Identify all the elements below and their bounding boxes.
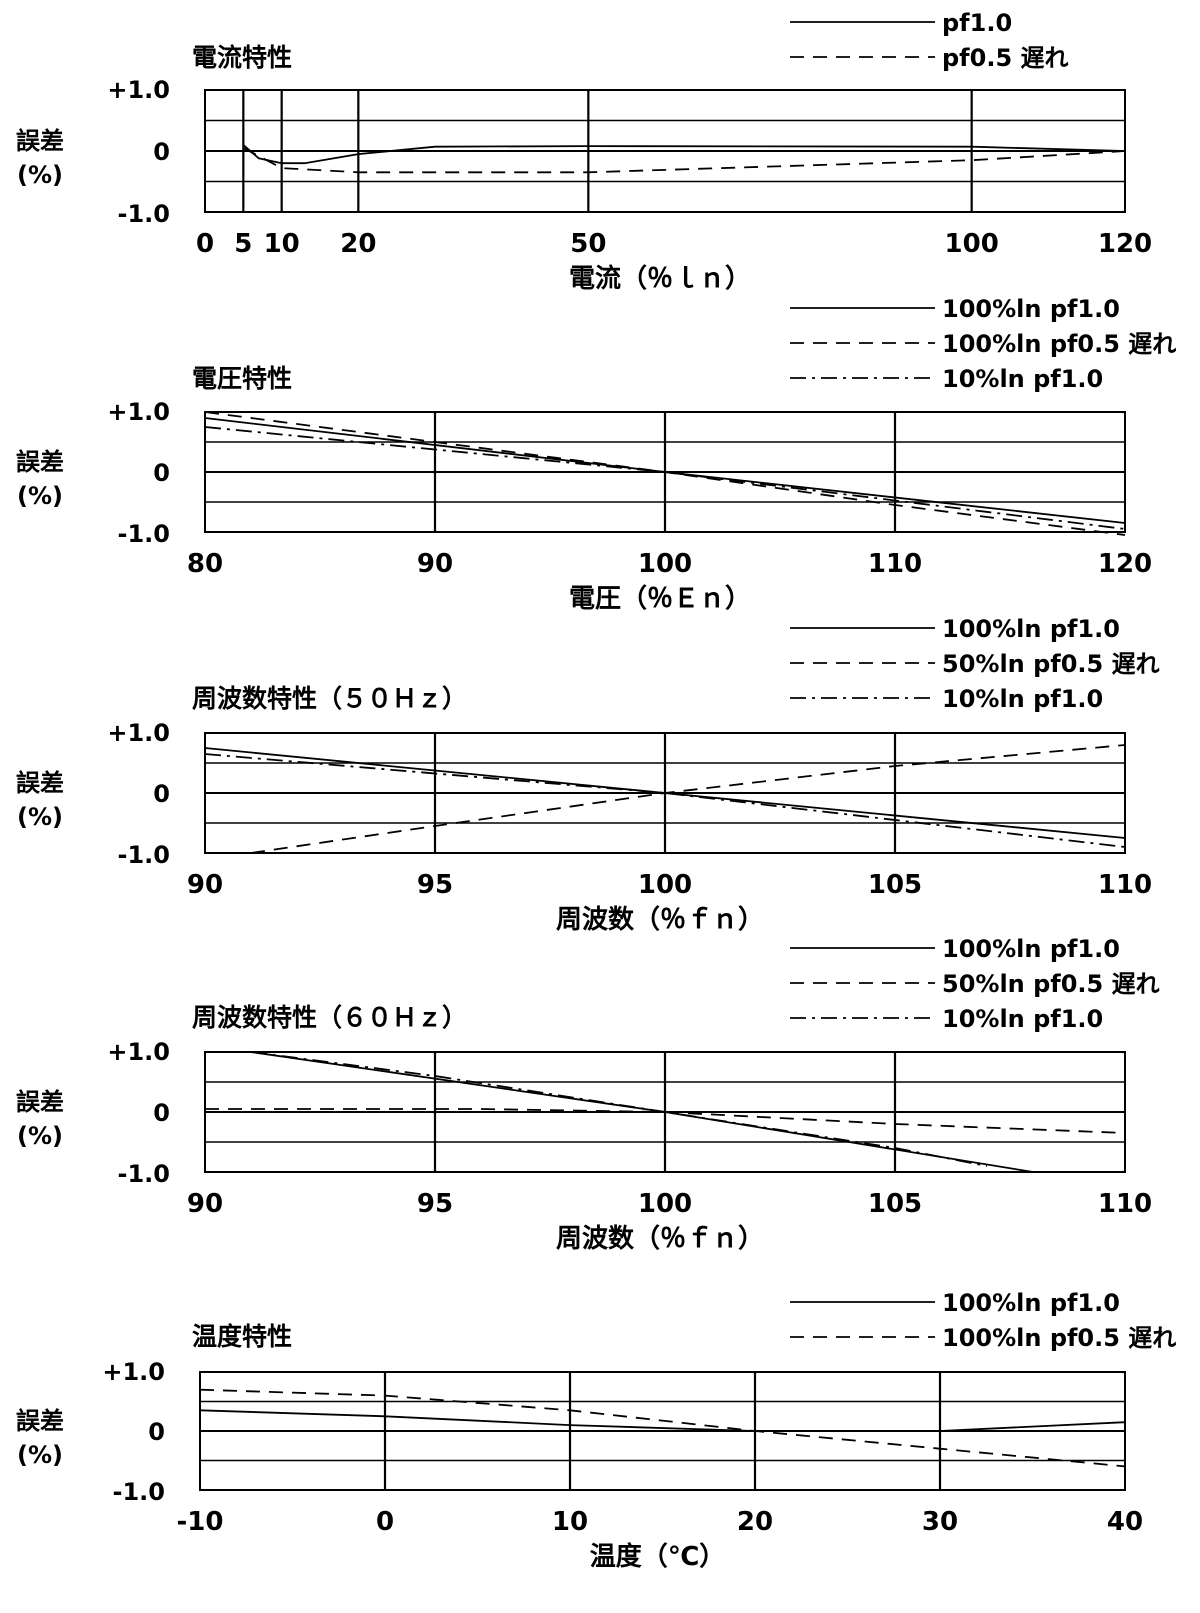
x-tick-label: 20	[340, 229, 376, 259]
x-tick-label: 95	[417, 1189, 453, 1219]
legend: 100%ln pf1.0 50%ln pf0.5 遅れ 10%ln pf1.0	[790, 935, 1160, 1033]
chart-title: 温度特性	[192, 1322, 292, 1351]
y-tick-label: -1.0	[118, 520, 170, 548]
legend: pf1.0 pf0.5 遅れ	[790, 9, 1069, 72]
x-axis-label: 周波数（％ｆｎ）	[556, 905, 764, 935]
x-tick-label: 110	[1098, 1189, 1152, 1219]
y-axis-label: 誤差	[16, 127, 64, 155]
legend-label-1: 100%ln pf1.0	[942, 615, 1120, 643]
y-axis-label-unit: (%)	[17, 161, 63, 189]
y-axis-label: 誤差	[16, 1088, 64, 1116]
y-tick-label: 0	[153, 780, 170, 808]
series-line-2	[204, 411, 1126, 536]
x-tick-label: -10	[177, 1507, 224, 1537]
y-tick-label: -1.0	[118, 200, 170, 228]
x-axis-label: 電圧（％Ｅｎ）	[569, 584, 751, 614]
legend-label-2: 100%ln pf0.5 遅れ	[942, 1324, 1176, 1352]
x-tick-label: 90	[417, 549, 453, 579]
y-axis-label: 誤差	[16, 448, 64, 476]
series-line-1	[242, 144, 1126, 165]
y-tick-label: 0	[153, 459, 170, 487]
legend-label-1: 100%ln pf1.0	[942, 935, 1120, 963]
series-line-2	[199, 1388, 1126, 1468]
series-line-3	[250, 1051, 988, 1167]
x-tick-label: 105	[868, 870, 922, 900]
x-tick-label: 20	[737, 1507, 773, 1537]
legend: 100%ln pf1.0 50%ln pf0.5 遅れ 10%ln pf1.0	[790, 615, 1160, 713]
x-axis-label: 電流（％ｌｎ）	[569, 264, 751, 294]
x-tick-label: 40	[1107, 1507, 1143, 1537]
y-tick-label: +1.0	[107, 398, 170, 426]
chart-title: 周波数特性（５０Ｈｚ）	[192, 684, 467, 713]
legend-label-3: 10%ln pf1.0	[942, 1005, 1103, 1033]
legend-label-1: pf1.0	[942, 9, 1012, 37]
y-axis-label-unit: (%)	[17, 803, 63, 831]
x-tick-label: 10	[552, 1507, 588, 1537]
x-axis-label: 温度（℃）	[590, 1541, 726, 1572]
x-tick-label: 100	[945, 229, 999, 259]
legend-label-2: 50%ln pf0.5 遅れ	[942, 970, 1160, 998]
y-tick-label: -1.0	[113, 1478, 165, 1506]
x-tick-label: 100	[638, 870, 692, 900]
x-tick-label: 100	[638, 549, 692, 579]
legend-label-1: 100%ln pf1.0	[942, 1289, 1120, 1317]
y-tick-label: +1.0	[107, 719, 170, 747]
y-axis-label-unit: (%)	[17, 482, 63, 510]
x-tick-label: 110	[868, 549, 922, 579]
series-line-1	[199, 1409, 1126, 1432]
legend-label-2: 100%ln pf0.5 遅れ	[942, 330, 1176, 358]
y-axis-label: 誤差	[16, 1407, 64, 1435]
y-tick-label: +1.0	[107, 1038, 170, 1066]
x-axis-label: 周波数（％ｆｎ）	[556, 1224, 764, 1254]
x-tick-label: 0	[376, 1507, 394, 1537]
legend: 100%ln pf1.0 100%ln pf0.5 遅れ	[790, 1289, 1176, 1352]
x-tick-label: 120	[1098, 229, 1152, 259]
y-tick-label: 0	[153, 1099, 170, 1127]
x-tick-label: 90	[187, 870, 223, 900]
x-tick-label: 0	[196, 229, 214, 259]
x-tick-label: 90	[187, 1189, 223, 1219]
x-tick-label: 80	[187, 549, 223, 579]
x-tick-label: 10	[264, 229, 300, 259]
y-axis-label-unit: (%)	[17, 1122, 63, 1150]
y-axis-label-unit: (%)	[17, 1441, 63, 1469]
x-tick-label: 30	[922, 1507, 958, 1537]
x-tick-label: 110	[1098, 870, 1152, 900]
x-tick-label: 95	[417, 870, 453, 900]
series-line-2	[250, 744, 1126, 854]
chart-title: 電圧特性	[192, 364, 292, 393]
y-tick-label: 0	[153, 138, 170, 166]
y-tick-label: 0	[148, 1418, 165, 1446]
series-line-2	[242, 147, 1126, 174]
chart-panel-3: 90 95 100 105 110 +1.0 0 -1.0 誤差 (%) 周波数特性（５０Ｈｚ） 周波…	[16, 615, 1160, 935]
legend-label-3: 10%ln pf1.0	[942, 365, 1103, 393]
y-tick-label: -1.0	[118, 841, 170, 869]
x-tick-label: 120	[1098, 549, 1152, 579]
x-tick-label: 100	[638, 1189, 692, 1219]
x-tick-label: 105	[868, 1189, 922, 1219]
x-tick-label: 5	[234, 229, 252, 259]
legend-label-2: pf0.5 遅れ	[942, 44, 1069, 72]
chart-title: 周波数特性（６０Ｈｚ）	[192, 1003, 467, 1032]
legend-label-3: 10%ln pf1.0	[942, 685, 1103, 713]
legend-label-2: 50%ln pf0.5 遅れ	[942, 650, 1160, 678]
y-tick-label: +1.0	[107, 76, 170, 104]
y-tick-label: +1.0	[102, 1358, 165, 1386]
chart-title: 電流特性	[192, 43, 292, 72]
y-axis-label: 誤差	[16, 769, 64, 797]
legend-label-1: 100%ln pf1.0	[942, 295, 1120, 323]
chart-panel-1: 0 5 10 20 50 100 120+1.00-1.0誤差(%)電流特性電流（％ｌｎ）p…	[16, 9, 1152, 294]
y-tick-label: -1.0	[118, 1160, 170, 1188]
chart-panel-4: 90 95 100 105 110 +1.0 0 -1.0 誤差 (%) 周波数特性（６０Ｈｚ） 周波…	[16, 935, 1160, 1254]
x-tick-label: 50	[570, 229, 606, 259]
legend: 100%ln pf1.0 100%ln pf0.5 遅れ 10%ln pf1.0	[790, 295, 1176, 393]
